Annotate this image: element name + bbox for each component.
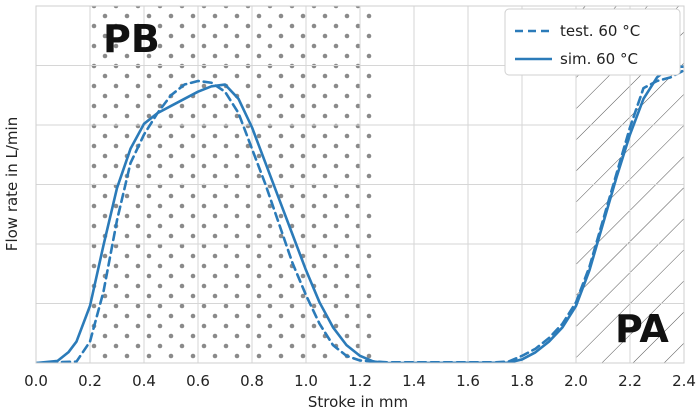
region-label-pb: PB — [103, 17, 160, 61]
x-tick-label: 1.2 — [348, 372, 372, 390]
y-axis-label: Flow rate in L/min — [3, 117, 21, 251]
x-tick-label: 2.4 — [672, 372, 696, 390]
legend-entry-sim: sim. 60 °C — [560, 50, 638, 68]
region-label-pa: PA — [615, 307, 669, 351]
x-tick-labels: 0.0 0.2 0.4 0.6 0.8 1.0 1.2 1.4 1.6 1.8 2.0 2.2 2.4 — [24, 372, 696, 390]
x-tick-label: 2.0 — [564, 372, 588, 390]
plot-border — [35, 5, 685, 364]
x-tick-label: 1.4 — [402, 372, 426, 390]
x-tick-label: 0.8 — [240, 372, 264, 390]
x-tick-label: 1.0 — [294, 372, 318, 390]
x-tick-label: 0.4 — [132, 372, 156, 390]
x-tick-label: 0.6 — [186, 372, 210, 390]
x-tick-label: 0.0 — [24, 372, 48, 390]
x-tick-label: 2.2 — [618, 372, 642, 390]
plot-frame — [35, 5, 685, 364]
x-tick-label: 0.2 — [78, 372, 102, 390]
series-layer — [36, 65, 684, 363]
legend: test. 60 °C sim. 60 °C — [504, 8, 681, 76]
legend-entry-test: test. 60 °C — [560, 22, 640, 40]
x-tick-label: 1.6 — [456, 372, 480, 390]
x-axis-label: Stroke in mm — [308, 393, 408, 411]
x-tick-label: 1.8 — [510, 372, 534, 390]
series-line-sim — [36, 65, 684, 363]
